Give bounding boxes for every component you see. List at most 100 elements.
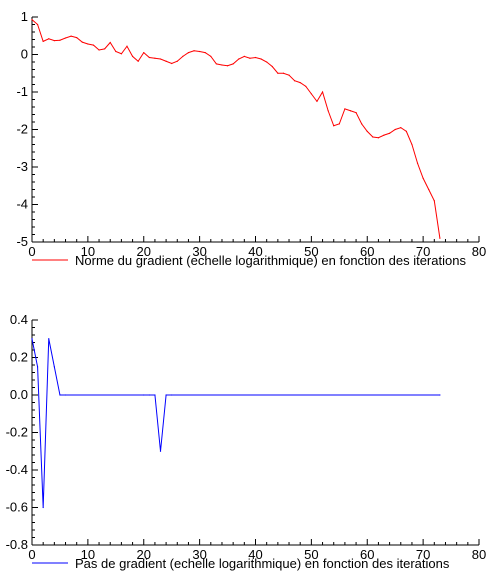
x-tick-label: 80 xyxy=(472,547,486,562)
data-point xyxy=(171,394,173,396)
data-point xyxy=(249,57,251,59)
data-point xyxy=(53,366,55,368)
data-point xyxy=(120,53,122,55)
x-tick-label: 40 xyxy=(248,244,262,259)
data-point xyxy=(271,65,273,68)
x-tick-label: 70 xyxy=(416,244,430,259)
data-point xyxy=(171,62,173,65)
y-tick-label: -1 xyxy=(16,84,28,99)
x-tick-label: 50 xyxy=(304,244,318,259)
data-point xyxy=(366,130,368,132)
data-point xyxy=(389,132,391,134)
x-tick-label: 60 xyxy=(360,547,374,562)
data-point xyxy=(316,100,318,102)
x-tick-label: 0 xyxy=(28,547,35,562)
x-tick-label: 30 xyxy=(192,244,206,259)
data-point xyxy=(439,237,441,239)
data-point xyxy=(226,65,229,67)
x-tick-label: 50 xyxy=(304,547,318,562)
data-point xyxy=(377,137,380,139)
data-point xyxy=(411,143,413,146)
y-tick-label: -0.6 xyxy=(6,500,28,515)
data-point xyxy=(42,40,44,42)
data-point xyxy=(59,39,61,41)
data-point xyxy=(115,50,117,53)
data-point xyxy=(361,123,363,125)
y-tick-label: 0 xyxy=(21,47,28,62)
data-point xyxy=(321,91,324,93)
data-point xyxy=(338,123,340,125)
y-tick-label: -3 xyxy=(16,159,28,174)
y-tick-label: -2 xyxy=(16,122,28,137)
data-point xyxy=(143,394,145,396)
data-point xyxy=(76,37,78,39)
data-point xyxy=(176,60,178,62)
data-point xyxy=(159,58,162,60)
data-point xyxy=(42,506,44,509)
data-point xyxy=(148,56,150,59)
data-point xyxy=(232,63,234,65)
data-point xyxy=(36,23,39,26)
data-point xyxy=(154,57,156,59)
y-tick-label: -5 xyxy=(16,234,28,249)
data-point xyxy=(98,49,100,51)
x-tick-label: 0 xyxy=(28,244,35,259)
data-point xyxy=(126,45,128,47)
data-point xyxy=(210,55,212,57)
y-tick-label: 0.0 xyxy=(10,387,28,402)
data-point xyxy=(294,80,296,82)
legend-label: Norme du gradient (echelle logarithmique… xyxy=(75,253,466,268)
data-point xyxy=(64,394,67,396)
x-tick-label: 20 xyxy=(137,244,151,259)
data-point xyxy=(416,162,419,164)
data-point xyxy=(349,110,352,112)
data-point xyxy=(137,60,139,62)
data-point xyxy=(305,85,307,87)
x-tick-label: 70 xyxy=(416,547,430,562)
y-tick-label: -0.4 xyxy=(6,462,28,477)
data-point xyxy=(187,52,190,54)
data-point xyxy=(165,60,167,62)
x-tick-label: 80 xyxy=(472,244,486,259)
data-point xyxy=(204,52,206,54)
data-point xyxy=(109,41,111,44)
data-point xyxy=(344,108,346,110)
data-point xyxy=(148,394,150,396)
x-tick-label: 20 xyxy=(137,547,151,562)
data-point xyxy=(243,55,245,57)
data-point xyxy=(439,394,441,396)
data-point xyxy=(48,338,50,340)
data-point xyxy=(310,93,312,95)
data-point xyxy=(182,55,184,57)
data-point xyxy=(355,112,357,114)
data-point xyxy=(48,38,50,40)
data-point xyxy=(400,127,402,129)
gradient-step-chart: 0 10 20 30 40 50 60 70 80 0.4 0.2 0.0 -0.2 -0.4 -0.6 -0… xyxy=(6,312,487,571)
x-tick-label: 10 xyxy=(81,547,95,562)
data-point xyxy=(254,56,257,59)
data-point xyxy=(143,52,145,54)
data-point xyxy=(70,35,72,37)
data-point xyxy=(405,130,407,132)
y-tick-label: -0.8 xyxy=(6,537,28,552)
data-point xyxy=(433,200,435,202)
data-point xyxy=(215,63,217,65)
data-point xyxy=(260,58,262,60)
y-tick-label: -4 xyxy=(16,197,28,212)
data-point xyxy=(428,188,430,191)
y-tick-label: 1 xyxy=(21,9,28,24)
data-point xyxy=(159,450,162,452)
data-point xyxy=(81,41,83,43)
data-point xyxy=(87,43,89,45)
data-point xyxy=(31,338,33,340)
x-tick-label: 40 xyxy=(248,547,262,562)
x-tick-label: 30 xyxy=(192,547,206,562)
y-tick-label: 0.4 xyxy=(10,312,28,327)
data-point xyxy=(422,177,424,179)
legend-label: Pas de gradient (echelle logarithmique) … xyxy=(75,556,450,571)
data-point xyxy=(288,74,290,76)
x-tick-label: 10 xyxy=(81,244,95,259)
data-point xyxy=(36,366,39,368)
